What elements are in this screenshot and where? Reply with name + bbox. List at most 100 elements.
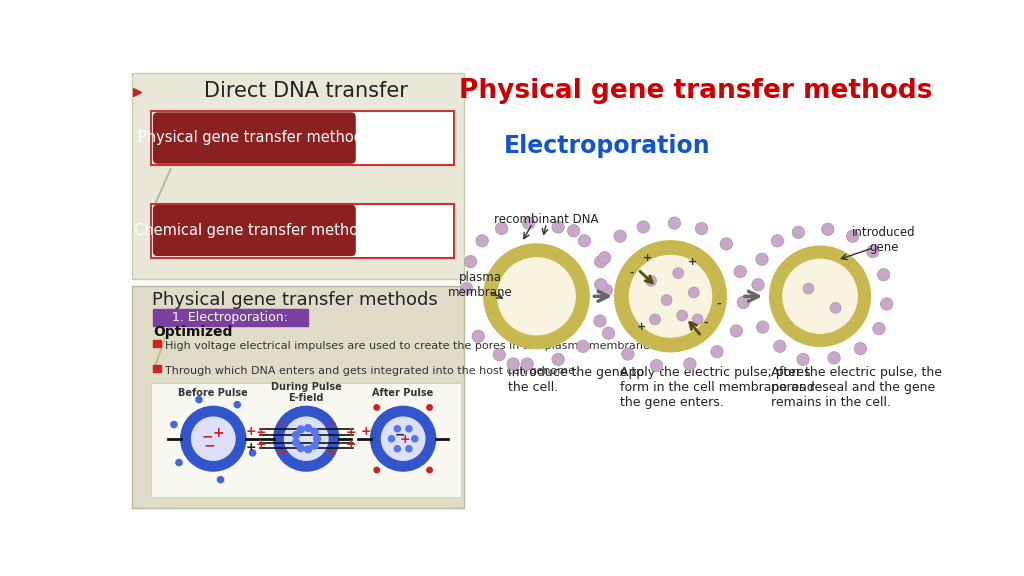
Circle shape xyxy=(662,295,672,305)
Text: Before Pulse: Before Pulse xyxy=(178,388,248,397)
Text: -: - xyxy=(630,268,634,278)
Circle shape xyxy=(371,407,435,471)
Text: +: + xyxy=(346,426,356,439)
Circle shape xyxy=(756,253,768,266)
Circle shape xyxy=(522,217,535,229)
Text: +: + xyxy=(256,438,266,452)
Text: +: + xyxy=(399,433,410,446)
Circle shape xyxy=(427,467,432,473)
Circle shape xyxy=(847,230,859,242)
Circle shape xyxy=(695,222,708,234)
Circle shape xyxy=(412,435,418,442)
Circle shape xyxy=(797,353,809,366)
Text: 1. Electroporation:: 1. Electroporation: xyxy=(172,312,288,324)
Circle shape xyxy=(461,282,473,295)
Circle shape xyxy=(622,348,634,360)
Text: After Pulse: After Pulse xyxy=(373,388,434,397)
Circle shape xyxy=(552,221,564,233)
Circle shape xyxy=(673,268,684,279)
FancyBboxPatch shape xyxy=(152,112,454,165)
Circle shape xyxy=(579,234,591,247)
Circle shape xyxy=(677,310,687,321)
Circle shape xyxy=(374,467,380,473)
Circle shape xyxy=(171,422,177,427)
FancyBboxPatch shape xyxy=(132,286,464,508)
Text: +: + xyxy=(327,448,336,458)
Text: +: + xyxy=(346,438,356,452)
Circle shape xyxy=(872,323,885,335)
Circle shape xyxy=(878,268,890,281)
Text: +: + xyxy=(360,425,372,438)
Text: +: + xyxy=(276,419,286,430)
Circle shape xyxy=(692,314,703,325)
Text: During Pulse
E-field: During Pulse E-field xyxy=(271,382,342,403)
Text: +: + xyxy=(256,426,266,439)
Circle shape xyxy=(827,352,841,364)
Circle shape xyxy=(803,283,814,294)
Circle shape xyxy=(305,446,311,453)
Circle shape xyxy=(602,327,614,339)
Circle shape xyxy=(720,238,732,250)
Circle shape xyxy=(821,223,834,236)
Text: Chemical gene transfer methods: Chemical gene transfer methods xyxy=(134,222,375,237)
Text: +: + xyxy=(276,448,286,458)
Circle shape xyxy=(757,321,769,334)
Circle shape xyxy=(646,275,656,286)
Circle shape xyxy=(250,450,256,456)
FancyBboxPatch shape xyxy=(153,365,161,372)
Circle shape xyxy=(567,225,580,237)
Circle shape xyxy=(730,325,742,337)
Circle shape xyxy=(577,340,589,353)
Circle shape xyxy=(854,343,866,355)
Text: Physical gene transfer methods: Physical gene transfer methods xyxy=(138,130,371,145)
Text: Apply the electric pulse; pores
form in the cell membrane and
the gene enters.: Apply the electric pulse; pores form in … xyxy=(621,366,815,408)
FancyBboxPatch shape xyxy=(154,113,355,163)
FancyBboxPatch shape xyxy=(152,383,461,497)
Text: +: + xyxy=(327,419,336,430)
Circle shape xyxy=(507,358,519,370)
Text: −: − xyxy=(204,438,215,452)
Circle shape xyxy=(630,256,712,337)
Circle shape xyxy=(273,407,339,471)
Circle shape xyxy=(381,417,425,460)
Circle shape xyxy=(313,435,321,442)
Text: recombinant DNA: recombinant DNA xyxy=(495,213,599,226)
Circle shape xyxy=(600,284,612,296)
Circle shape xyxy=(496,222,508,234)
Circle shape xyxy=(637,221,649,233)
Circle shape xyxy=(734,266,746,278)
Circle shape xyxy=(771,234,783,247)
Text: +: + xyxy=(687,257,696,267)
Text: Direct DNA transfer: Direct DNA transfer xyxy=(205,81,409,101)
FancyBboxPatch shape xyxy=(154,206,355,256)
Circle shape xyxy=(427,405,432,410)
FancyBboxPatch shape xyxy=(153,309,308,326)
Circle shape xyxy=(305,425,311,431)
Text: After the electric pulse, the
pores reseal and the gene
remains in the cell.: After the electric pulse, the pores rese… xyxy=(771,366,942,408)
Text: +: + xyxy=(643,253,652,263)
Circle shape xyxy=(881,298,893,310)
Circle shape xyxy=(773,340,786,353)
Circle shape xyxy=(493,348,506,361)
Circle shape xyxy=(394,446,400,452)
Text: introduced
gene: introduced gene xyxy=(852,226,915,254)
Circle shape xyxy=(783,259,857,334)
Text: Electroporation: Electroporation xyxy=(504,134,711,158)
FancyBboxPatch shape xyxy=(153,340,161,347)
Circle shape xyxy=(711,346,723,358)
Circle shape xyxy=(176,460,182,465)
Text: Introduce the gene to
the cell.: Introduce the gene to the cell. xyxy=(508,366,644,393)
Circle shape xyxy=(521,358,534,370)
Text: +: + xyxy=(245,425,256,438)
Text: +: + xyxy=(245,441,256,454)
Circle shape xyxy=(297,445,304,452)
Circle shape xyxy=(406,426,412,432)
Circle shape xyxy=(684,358,696,370)
Circle shape xyxy=(180,407,246,471)
Circle shape xyxy=(737,296,750,309)
Text: -: - xyxy=(703,318,708,328)
Circle shape xyxy=(285,417,328,460)
Text: Through which DNA enters and gets integrated into the host cell genome.: Through which DNA enters and gets integr… xyxy=(165,366,579,376)
Circle shape xyxy=(614,230,627,242)
Circle shape xyxy=(374,405,380,410)
